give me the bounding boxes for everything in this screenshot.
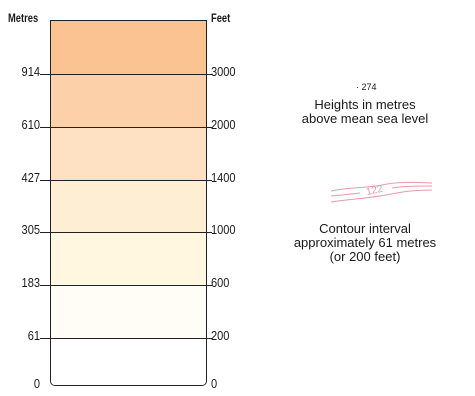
- tier-band-427: [51, 128, 206, 181]
- tier-divider-183: [40, 285, 212, 286]
- feet-label-1400: 1400: [211, 170, 236, 185]
- tier-band-305: [51, 181, 206, 233]
- heights-caption: Heights in metres above mean sea level: [280, 98, 450, 126]
- contour-line-middle: [330, 185, 433, 197]
- metres-label-427: 427: [21, 170, 40, 185]
- metres-label-0: 0: [33, 376, 40, 391]
- tier-divider-610: [40, 127, 212, 128]
- heights-caption-line1: Heights in metres: [314, 97, 416, 112]
- elevation-tint-column: [50, 20, 207, 386]
- contour-caption-line2: approximately 61 metres: [293, 235, 437, 250]
- tier-divider-61: [40, 338, 212, 339]
- contour-caption: Contour interval approximately 61 metres…: [280, 222, 450, 264]
- feet-label-0: 0: [211, 376, 218, 391]
- feet-label-1000: 1000: [211, 222, 236, 237]
- spot-height-dot: ·: [356, 82, 359, 92]
- feet-label-200: 200: [211, 328, 230, 343]
- tier-divider-914: [40, 74, 212, 75]
- metres-label-183: 183: [21, 275, 40, 290]
- tier-band-183: [51, 233, 206, 286]
- tier-band-914: [51, 21, 206, 75]
- metres-label-610: 610: [21, 117, 40, 132]
- metres-axis-title: Metres: [8, 11, 39, 25]
- metres-label-914: 914: [21, 64, 40, 79]
- contour-line-lower: [330, 189, 433, 203]
- feet-label-3000: 3000: [211, 64, 236, 79]
- feet-label-600: 600: [211, 275, 230, 290]
- spot-height-value: 274: [361, 82, 377, 92]
- contour-caption-line1: Contour interval: [319, 221, 411, 236]
- feet-label-2000: 2000: [211, 117, 236, 132]
- contour-line-upper: [330, 181, 433, 192]
- spot-height-sample: · 274: [356, 82, 377, 92]
- contour-sample-icon: 122: [330, 181, 433, 203]
- tier-divider-427: [40, 180, 212, 181]
- contour-sample-label: 122: [365, 184, 384, 198]
- tier-divider-305: [40, 232, 212, 233]
- tier-band-0: [51, 339, 206, 385]
- feet-axis-title: Feet: [211, 11, 231, 25]
- contour-caption-line3: (or 200 feet): [329, 249, 401, 264]
- metres-label-61: 61: [27, 328, 40, 343]
- metres-label-305: 305: [21, 222, 40, 237]
- tier-band-610: [51, 75, 206, 128]
- tier-band-61: [51, 286, 206, 339]
- heights-caption-line2: above mean sea level: [301, 111, 429, 126]
